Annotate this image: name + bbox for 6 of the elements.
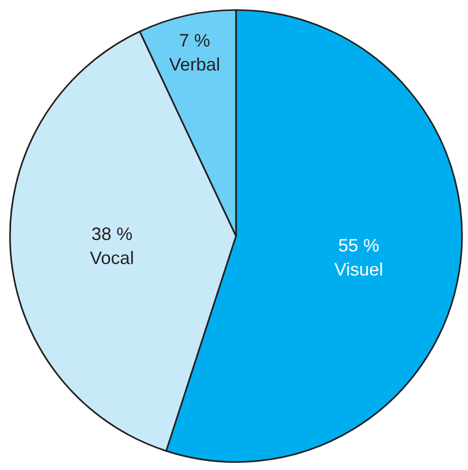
slice-label: Verbal: [169, 54, 220, 75]
data-label: 55 %: [338, 235, 380, 256]
slice-label: Vocal: [90, 248, 134, 268]
slice-label: Visuel: [334, 259, 384, 280]
data-label: 38 %: [91, 224, 132, 244]
data-label: 7 %: [179, 30, 210, 51]
